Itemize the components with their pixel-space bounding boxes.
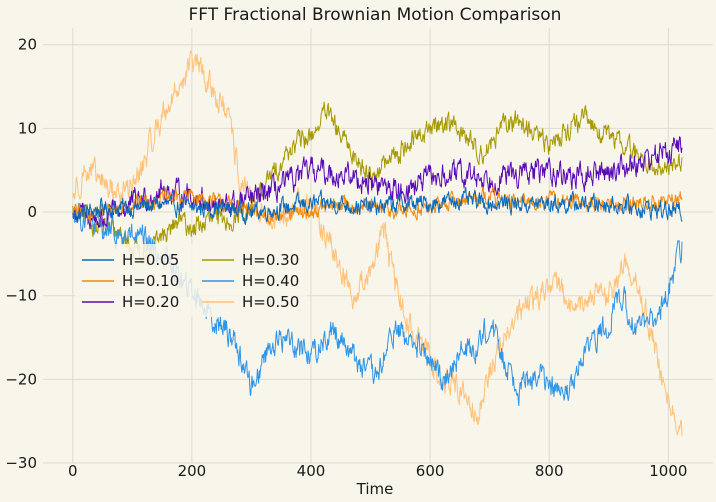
legend-label: H=0.10 [122, 272, 179, 290]
legend-label: H=0.30 [242, 251, 299, 269]
x-axis-ticks: 0 200 400 600 800 1000 [68, 462, 687, 480]
series-line-h-0-50 [72, 50, 683, 437]
x-tick-label: 200 [178, 462, 207, 480]
legend-label: H=0.40 [242, 272, 299, 290]
legend-label: H=0.05 [122, 251, 179, 269]
y-tick-label: 0 [27, 203, 37, 221]
x-axis-label: Time [356, 480, 394, 498]
series-layer [72, 50, 683, 437]
x-tick-label: 1000 [649, 462, 687, 480]
legend-label: H=0.50 [242, 293, 299, 311]
series-line-h-0-20 [72, 136, 683, 230]
x-tick-label: 600 [416, 462, 445, 480]
x-tick-label: 800 [535, 462, 564, 480]
y-tick-label: −20 [5, 370, 37, 388]
y-axis-ticks: −30 −20 −10 0 10 20 [5, 36, 37, 472]
legend: H=0.05 H=0.10 H=0.20 H=0.30 H=0.40 H=0.50 [75, 244, 307, 317]
series-line-h-0-30 [72, 101, 683, 266]
y-tick-label: 10 [18, 119, 37, 137]
series-line-h-0-05 [72, 186, 683, 225]
x-tick-label: 400 [297, 462, 326, 480]
chart-title: FFT Fractional Brownian Motion Compariso… [189, 5, 562, 25]
legend-label: H=0.20 [122, 293, 179, 311]
x-tick-label: 0 [68, 462, 78, 480]
y-tick-label: 20 [18, 36, 37, 54]
y-tick-label: −30 [5, 454, 37, 472]
y-tick-label: −10 [5, 287, 37, 305]
